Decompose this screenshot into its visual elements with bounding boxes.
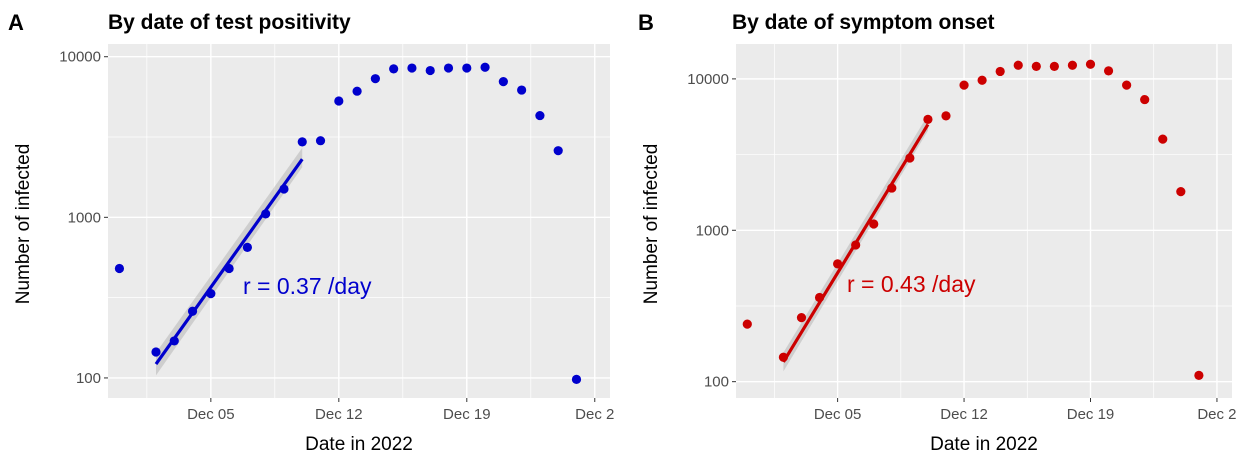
panel-b-point-19 [1103, 66, 1114, 76]
panel-b-point-8 [905, 153, 915, 163]
panel-b-point-3 [814, 292, 825, 303]
panel-a-point-4 [206, 289, 216, 299]
panel-a-fit-line [154, 158, 304, 365]
panel-a-x-tick-label-1: Dec 12 [315, 406, 363, 423]
panel-b-point-18 [1085, 59, 1096, 69]
panel-letter-b: B [638, 10, 654, 35]
panel-b-point-6 [869, 219, 879, 229]
panel-a-point-6 [242, 242, 253, 252]
panel-a-point-14 [389, 64, 399, 74]
panel-a-rate-annotation: r = 0.37 /day [243, 273, 372, 299]
panel-a-x-axis-title: Date in 2022 [305, 434, 413, 455]
panel-b-x-axis-title: Date in 2022 [930, 434, 1038, 455]
panel-a-point-16 [425, 65, 435, 76]
panel-b-point-21 [1140, 94, 1150, 105]
panel-a-point-13 [370, 74, 380, 84]
panel-a-grid [108, 44, 610, 398]
panel-a-y-tick-label-0: 100 [76, 370, 101, 387]
panel-b-points [742, 59, 1204, 380]
panel-a-point-11 [334, 96, 344, 106]
panel-a-point-23 [553, 146, 563, 156]
panel-a-points [114, 62, 582, 384]
panel-b-y-tick-label-1: 1000 [696, 222, 729, 239]
panel-b-point-22 [1158, 134, 1168, 144]
panel-b-x-tick-label-3: Dec 2 [1197, 406, 1236, 423]
panel-letter-a: A [8, 10, 24, 35]
panel-b-y-ticks: 100 1000 10000 [687, 71, 736, 391]
panel-a-point-12 [352, 86, 362, 96]
panel-b-point-17 [1067, 60, 1078, 70]
panel-b-point-1 [778, 352, 789, 362]
panel-a: A By date of test positivity 100 1000 1000… [8, 10, 614, 455]
panel-a-point-19 [480, 62, 490, 72]
panel-b-point-12 [977, 75, 987, 85]
panel-b-title: By date of symptom onset [732, 11, 995, 34]
panel-b-x-tick-label-0: Dec 05 [814, 406, 862, 423]
panel-a-point-0 [114, 263, 125, 274]
panel-a-point-8 [279, 184, 289, 194]
panel-b-point-20 [1122, 80, 1132, 90]
panel-a-point-7 [261, 209, 271, 219]
panel-a-x-tick-label-2: Dec 19 [443, 406, 491, 423]
panel-a-point-15 [407, 63, 417, 73]
panel-a-point-22 [535, 110, 545, 121]
panel-a-y-axis-title: Number of infected [13, 144, 34, 305]
panel-a-point-21 [517, 85, 527, 95]
panel-b-x-ticks: Dec 05 Dec 12 Dec 19 Dec 2 [814, 398, 1237, 423]
panel-b-point-2 [796, 312, 807, 323]
panel-b-point-23 [1176, 187, 1186, 197]
panel-a-point-24 [571, 374, 582, 384]
panel-b-plot-background [736, 44, 1232, 398]
panel-a-point-9 [297, 137, 307, 147]
panel-b-point-11 [959, 80, 969, 90]
panel-b-point-24 [1194, 370, 1204, 380]
panel-b-point-16 [1049, 61, 1059, 71]
panel-a-x-tick-label-3: Dec 2 [575, 406, 614, 423]
panel-b-x-tick-label-2: Dec 19 [1067, 406, 1115, 423]
panel-b-point-14 [1013, 60, 1023, 70]
panel-b-point-10 [941, 111, 951, 121]
panel-a-point-18 [462, 63, 472, 73]
panel-b-x-tick-label-1: Dec 12 [940, 406, 988, 423]
panel-b-point-13 [995, 66, 1005, 77]
panel-a-point-17 [443, 63, 454, 73]
panel-b-point-5 [851, 240, 861, 250]
panel-a-y-tick-label-1: 1000 [68, 209, 101, 226]
panel-a-x-tick-label-0: Dec 05 [187, 406, 235, 423]
panel-a-y-ticks: 100 1000 10000 [59, 49, 108, 387]
panel-b-y-tick-label-2: 10000 [687, 71, 729, 88]
panel-a-x-ticks: Dec 05 Dec 12 Dec 19 Dec 2 [187, 398, 614, 423]
panel-a-point-1 [151, 347, 161, 357]
panel-b-point-7 [887, 183, 897, 193]
panel-a-point-3 [187, 306, 198, 316]
panel-b: B By date of symptom onset 100100010000 … [638, 10, 1237, 455]
panel-b-point-4 [833, 259, 843, 269]
panel-a-fit-line-group [154, 158, 304, 365]
panel-b-rate-annotation: r = 0.43 /day [847, 271, 976, 297]
panel-a-plot-background [108, 44, 610, 398]
panel-a-title: By date of test positivity [108, 11, 351, 34]
panel-a-point-20 [498, 76, 508, 87]
panel-a-point-2 [169, 336, 179, 346]
panel-b-point-0 [742, 319, 752, 329]
panel-b-grid [736, 44, 1232, 398]
panel-b-point-15 [1031, 61, 1041, 71]
panel-b-y-tick-label-0: 100 [704, 374, 729, 391]
panel-a-y-tick-label-2: 10000 [59, 49, 101, 66]
panel-b-y-axis-title: Number of infected [641, 144, 662, 305]
panel-a-point-10 [315, 136, 326, 146]
panel-b-point-9 [923, 114, 933, 124]
panel-a-point-5 [224, 263, 234, 274]
